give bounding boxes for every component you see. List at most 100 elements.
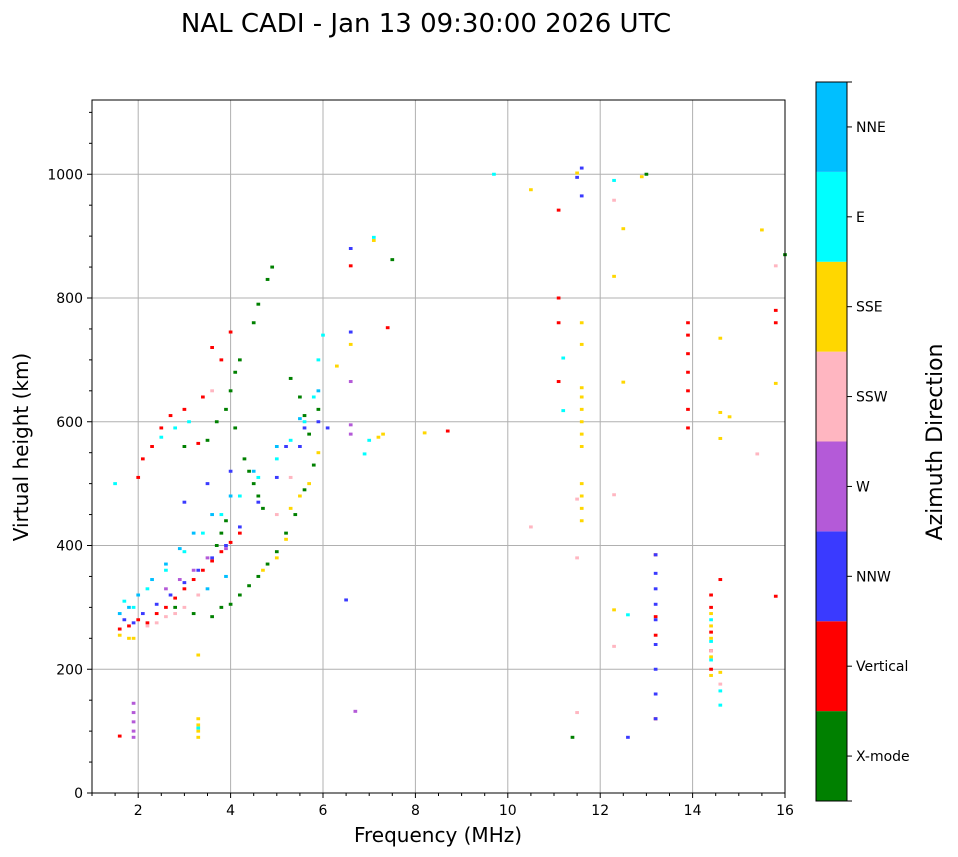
data-cell-x-mode [298, 395, 302, 399]
data-cell-vertical [686, 389, 690, 393]
data-cell-e [321, 333, 325, 337]
data-cell-nne [191, 531, 196, 535]
data-cell-x-mode [173, 605, 178, 609]
data-cell-e [371, 235, 376, 239]
data-cell-x-mode [237, 358, 242, 362]
data-cell-w [131, 735, 136, 739]
data-cell-e [288, 438, 293, 442]
data-cell-e [709, 618, 713, 622]
data-cell-x-mode [247, 584, 251, 588]
colorbar-segment [816, 261, 847, 352]
data-cell-sse [709, 655, 713, 659]
data-cell-vertical [219, 358, 224, 362]
colorbar-segment [816, 441, 847, 532]
data-cell-nnw [653, 667, 658, 671]
y-axis: 0 200 400 600 800 1000 [47, 111, 92, 802]
data-cell-e [256, 475, 261, 479]
data-cell-nnw [237, 525, 242, 529]
data-cell-vertical [237, 531, 242, 535]
data-cell-ssw [575, 711, 579, 715]
data-cell-ssw [709, 649, 713, 653]
data-cell-x-mode [224, 407, 228, 411]
data-cell-x-mode [307, 432, 311, 436]
data-cell-nne [136, 593, 141, 597]
data-cell-nnw [284, 445, 288, 448]
data-cell-vertical [709, 630, 713, 634]
x-tick-label: 14 [684, 803, 702, 819]
data-cell-e [561, 409, 566, 413]
data-cell-nne [316, 389, 321, 393]
chart-title: NAL CADI - Jan 13 09:30:00 2026 UTC [181, 9, 671, 39]
colorbar-tick-label: E [856, 210, 865, 226]
colorbar-segment [816, 171, 847, 262]
data-cell-e [612, 178, 616, 182]
data-cell-w [177, 578, 182, 582]
data-cell-x-mode [224, 519, 228, 523]
data-cell-w [131, 720, 136, 724]
data-cell-x-mode [210, 615, 214, 619]
data-cell-ssw [164, 615, 168, 619]
data-cell-x-mode [251, 482, 256, 486]
data-cell-sse [579, 506, 584, 510]
data-cell-ssw [755, 452, 760, 456]
data-cell-e [311, 395, 316, 399]
colorbar-segment [816, 531, 847, 622]
data-cell-nnw [316, 420, 321, 424]
data-cell-x-mode [316, 407, 321, 411]
data-cell-nne [117, 612, 122, 616]
data-cell-vertical [154, 612, 159, 616]
data-cell-sse [371, 238, 376, 242]
y-tick-label: 600 [56, 415, 83, 431]
x-tick-label: 6 [319, 803, 328, 819]
x-axis-label: Frequency (MHz) [354, 823, 522, 847]
data-cell-sse [579, 386, 584, 390]
data-cell-nnw [653, 602, 658, 606]
data-cell-w [353, 709, 358, 713]
data-cell-x-mode [390, 258, 395, 262]
data-cell-nnw [168, 593, 173, 597]
data-cell-vertical [718, 578, 723, 582]
data-cell-vertical [228, 540, 233, 544]
data-cell-w [348, 432, 353, 436]
data-cell-sse [579, 494, 584, 498]
data-cell-nnw [298, 445, 302, 448]
data-cell-vertical [686, 426, 690, 430]
data-cell-vertical [145, 621, 150, 625]
y-tick-label: 1000 [47, 167, 83, 183]
data-cell-w [191, 568, 196, 572]
data-cell-nnw [131, 621, 136, 625]
data-cell-nnw [653, 553, 658, 557]
data-cell-x-mode [214, 544, 219, 547]
data-cell-vertical [196, 441, 201, 445]
data-cell-vertical [773, 308, 778, 312]
data-cell-vertical [556, 321, 561, 325]
data-cell-x-mode [288, 376, 293, 380]
colorbar-tick-label: X-mode [856, 749, 910, 765]
data-cell-ssw [210, 389, 214, 393]
data-cell-e [626, 613, 630, 617]
data-cell-sse [196, 723, 201, 727]
data-cell-sse [579, 482, 584, 486]
x-axis: 2 4 6 8 10 12 14 16 [91, 793, 794, 819]
data-cell-x-mode [228, 389, 233, 393]
colorbar-segment [816, 711, 847, 801]
data-cell-nnw [626, 735, 630, 739]
data-cell-e [164, 568, 168, 572]
data-cell-sse [579, 445, 584, 448]
colorbar-tick-label: NNW [856, 569, 891, 585]
data-cell-nnw [653, 587, 658, 591]
grid-lines [92, 100, 786, 794]
colorbar-tick-label: SSE [856, 300, 883, 316]
x-tick-label: 2 [134, 803, 143, 819]
data-cell-sse [284, 537, 288, 541]
data-cell-x-mode [270, 265, 275, 269]
colorbar-tick-label: SSW [856, 390, 888, 406]
data-cell-e [237, 494, 242, 498]
data-cell-nne [164, 562, 168, 566]
data-cell-nnw [579, 166, 584, 170]
data-cell-e [718, 703, 723, 707]
data-cell-x-mode [256, 302, 261, 306]
data-cell-nne [210, 513, 214, 517]
colorbar-segment [816, 82, 847, 172]
data-cell-sse [196, 729, 201, 733]
